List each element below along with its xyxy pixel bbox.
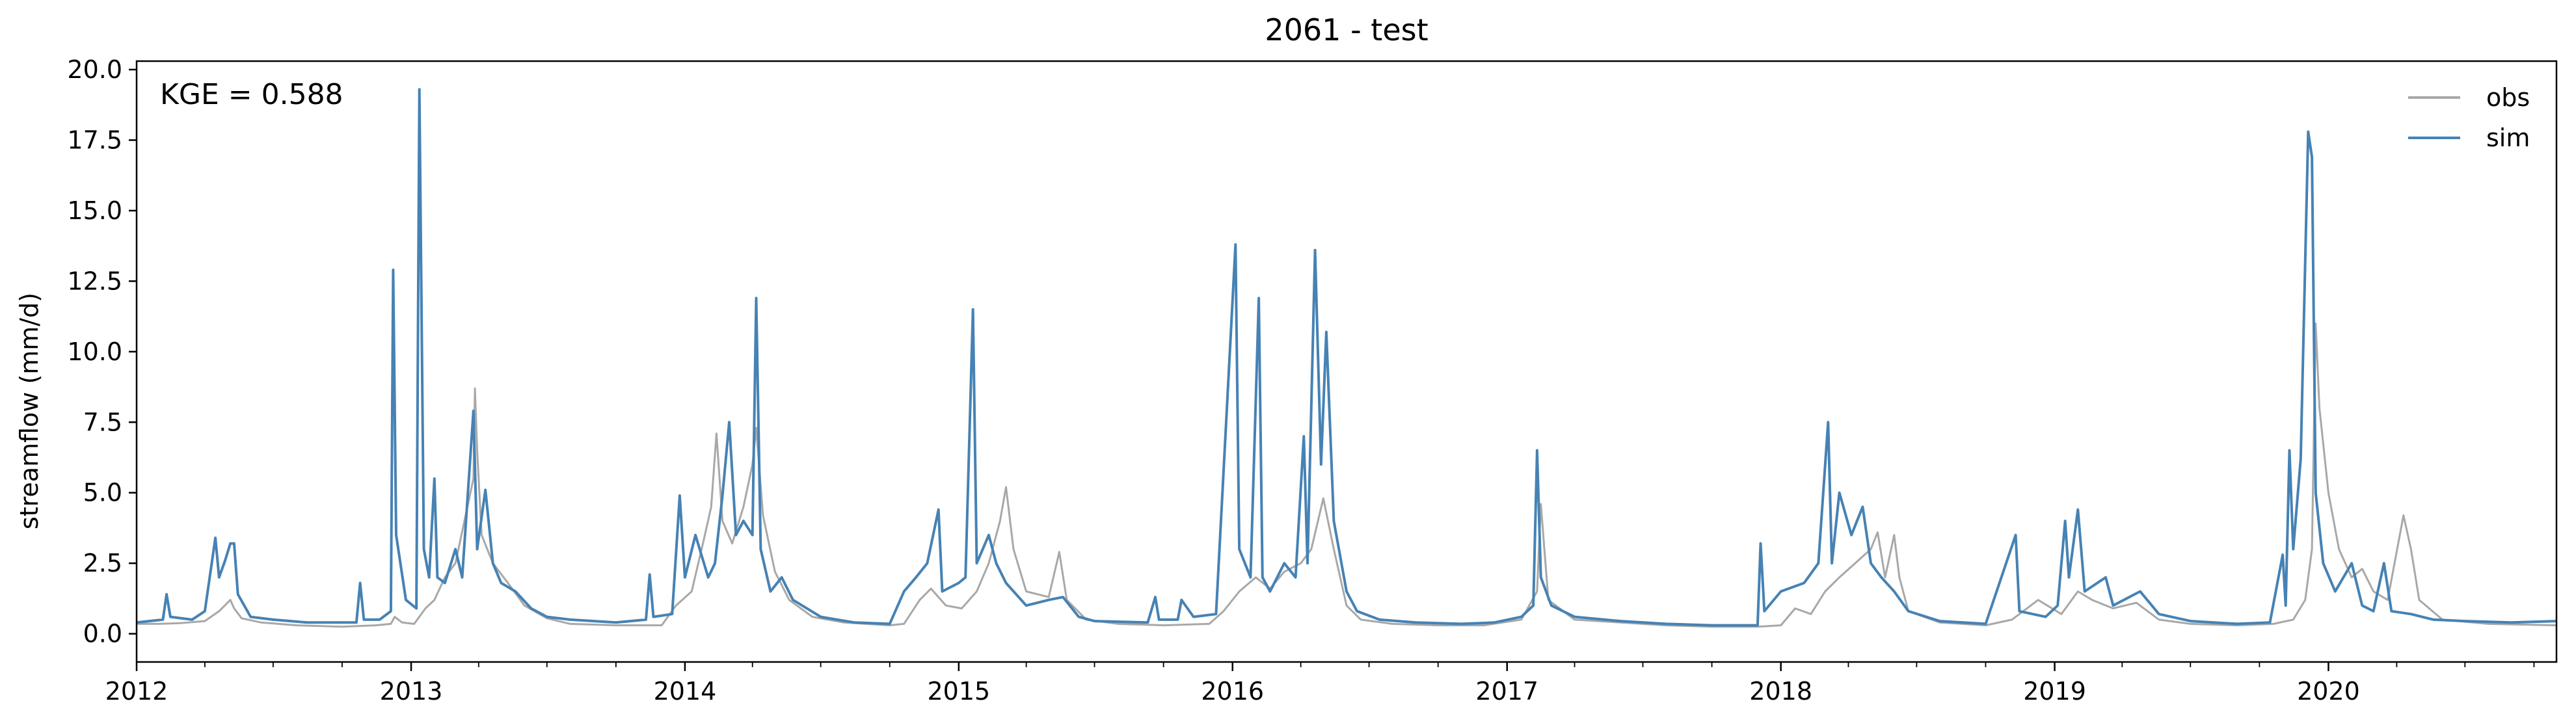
- y-tick-label: 15.0: [67, 196, 122, 225]
- legend: obs sim: [2408, 83, 2530, 152]
- x-tick-label: 2018: [1749, 677, 1812, 706]
- chart-title: 2061 - test: [1265, 12, 1428, 47]
- series-layer: [136, 88, 2557, 628]
- x-tick-label: 2013: [380, 677, 443, 706]
- x-tick-label: 2016: [1201, 677, 1264, 706]
- series-line-obs: [137, 322, 2557, 628]
- x-tick-label: 2020: [2297, 677, 2360, 706]
- ticks-layer: 0.0 2.5 5.0 7.5 10.0 12.5 15.0 17.5 20.0 2012 2013…: [67, 55, 2535, 706]
- y-tick-label: 5.0: [83, 479, 122, 507]
- x-tick-label: 2019: [2023, 677, 2086, 706]
- kge-annotation: KGE = 0.588: [160, 78, 343, 111]
- legend-label-sim: sim: [2486, 124, 2530, 152]
- x-tick-label: 2012: [105, 677, 168, 706]
- legend-label-obs: obs: [2486, 83, 2530, 112]
- y-tick-label: 12.5: [67, 267, 122, 295]
- series-line-sim: [136, 88, 2557, 627]
- x-tick-label: 2017: [1475, 677, 1538, 706]
- y-tick-label: 10.0: [67, 337, 122, 366]
- plot-area: 0.0 2.5 5.0 7.5 10.0 12.5 15.0 17.5 20.0 2012 2013…: [67, 55, 2558, 706]
- x-tick-label: 2014: [654, 677, 717, 706]
- x-tick-label: 2015: [927, 677, 990, 706]
- y-tick-label: 17.5: [67, 126, 122, 154]
- y-tick-label: 2.5: [83, 549, 122, 577]
- y-tick-label: 0.0: [83, 620, 122, 648]
- y-tick-label: 20.0: [67, 55, 122, 84]
- y-tick-label: 7.5: [83, 408, 122, 436]
- y-axis-label: streamflow (mm/d): [15, 293, 44, 529]
- plot-frame: [135, 60, 2558, 663]
